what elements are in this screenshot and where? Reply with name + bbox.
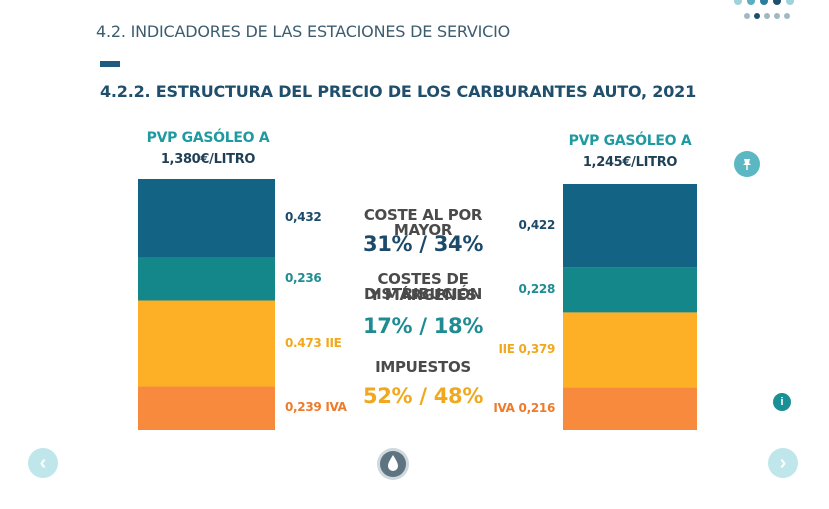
left-iie-label: 0.473 IIE xyxy=(285,335,342,350)
right-coste-label: 0,422 xyxy=(518,217,556,232)
info-icon: i xyxy=(780,396,784,408)
bar-segment-iva xyxy=(563,387,697,430)
chevron-left-icon: ‹ xyxy=(39,452,47,474)
right-bar-title: PVP GASÓLEO A xyxy=(568,133,692,149)
right-iie-label: IIE 0,379 xyxy=(498,341,555,356)
distribucion-heading-line1: COSTES DE DISTRIBUCIÓN xyxy=(363,270,483,303)
pagination-dot[interactable] xyxy=(784,13,790,19)
bar-segment-iie xyxy=(563,312,697,388)
pagination-dot[interactable] xyxy=(786,0,794,5)
bar-segment-distribucion xyxy=(563,267,697,313)
pagination-dot[interactable] xyxy=(760,0,768,5)
pin-button[interactable] xyxy=(734,151,760,177)
water-drop-button[interactable] xyxy=(377,448,409,480)
previous-button[interactable]: ‹ xyxy=(28,448,58,478)
pagination-dot[interactable] xyxy=(744,13,750,19)
pagination-dot[interactable] xyxy=(747,0,755,5)
pagination-dot[interactable] xyxy=(754,13,760,19)
bar-segment-iie xyxy=(138,300,275,387)
left-bar-price: 1,380€/LITRO xyxy=(160,152,256,167)
distribucion-percent: 17% / 18% xyxy=(362,314,484,338)
distribucion-heading-line2: Y MÁRGENES xyxy=(369,286,477,304)
pagination-dot[interactable] xyxy=(734,0,742,5)
right-iva-label: IVA 0,216 xyxy=(493,400,555,415)
coste-heading: COSTE AL POR MAYOR xyxy=(363,206,483,239)
impuestos-heading: IMPUESTOS xyxy=(375,358,471,376)
bar-segment-distribucion xyxy=(138,257,275,301)
left-bar-title: PVP GASÓLEO A xyxy=(146,130,270,146)
chevron-right-icon: › xyxy=(779,452,787,474)
coste-percent: 31% / 34% xyxy=(362,232,484,256)
bar-segment-iva xyxy=(138,386,275,430)
pagination-dots-sub[interactable] xyxy=(744,13,790,19)
accent-bar xyxy=(100,61,120,67)
pagination-dot[interactable] xyxy=(774,13,780,19)
pin-icon xyxy=(743,159,751,170)
water-drop-icon xyxy=(380,451,406,477)
left-distribucion-label: 0,236 xyxy=(285,271,322,286)
section-title: 4.2. INDICADORES DE LAS ESTACIONES DE SE… xyxy=(96,22,511,41)
left-iva-label: 0,239 IVA xyxy=(285,400,347,415)
next-button[interactable]: › xyxy=(768,448,798,478)
bar-segment-coste xyxy=(138,179,275,258)
right-distribucion-label: 0,228 xyxy=(518,281,556,296)
bar-segment-coste xyxy=(563,184,697,268)
info-button[interactable]: i xyxy=(773,393,791,411)
pagination-dot[interactable] xyxy=(764,13,770,19)
pagination-dot[interactable] xyxy=(773,0,781,5)
pagination-dots-top[interactable] xyxy=(734,0,794,5)
right-bar-price: 1,245€/LITRO xyxy=(582,155,678,170)
left-coste-label: 0,432 xyxy=(285,210,322,225)
chart-title: 4.2.2. ESTRUCTURA DEL PRECIO DE LOS CARB… xyxy=(100,82,697,101)
impuestos-percent: 52% / 48% xyxy=(362,384,484,408)
